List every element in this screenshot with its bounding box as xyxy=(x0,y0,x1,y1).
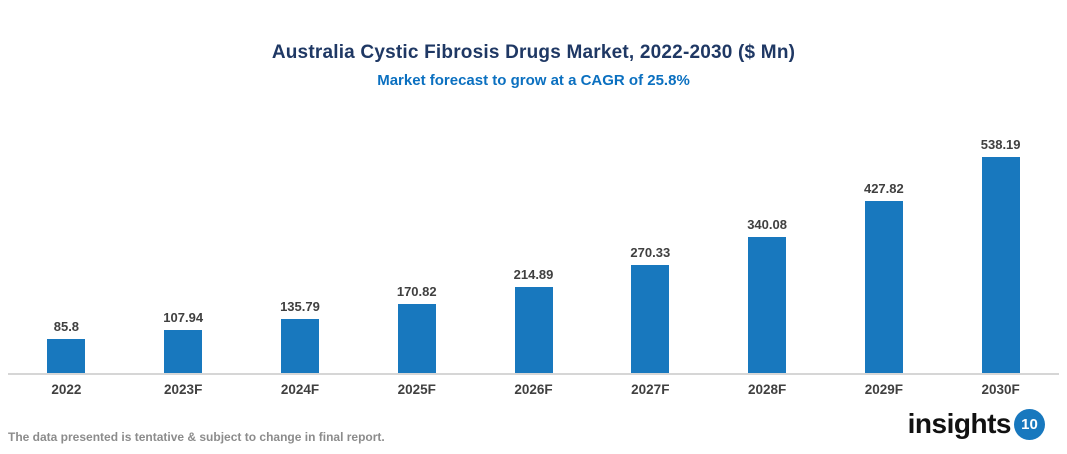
logo-badge-circle: 10 xyxy=(1014,408,1045,440)
bar-value-label: 170.82 xyxy=(396,284,437,300)
x-axis-category-label: 2029F xyxy=(864,382,903,397)
footer-disclaimer: The data presented is tentative & subjec… xyxy=(8,430,385,444)
bar-value-label: 107.94 xyxy=(163,309,204,325)
bar-value-label: 135.79 xyxy=(280,298,320,314)
bar-column: 107.94 2023F xyxy=(125,120,242,397)
x-axis-line xyxy=(8,373,1059,375)
bar xyxy=(47,338,86,373)
bar-column: 427.82 2029F xyxy=(825,120,942,397)
bar-value-label: 85.8 xyxy=(53,318,80,334)
bar-value-label: 270.33 xyxy=(630,244,671,260)
bar xyxy=(864,201,903,373)
bar-chart-plot-area: 85.8 2022 107.94 2023F 135.79 2024F 170.82 2025… xyxy=(8,120,1059,398)
bar xyxy=(748,236,787,373)
bar-value-label: 214.89 xyxy=(513,266,554,282)
logo-text: insights xyxy=(907,408,1012,439)
chart-header: Australia Cystic Fibrosis Drugs Market, … xyxy=(0,42,1067,89)
bar xyxy=(514,286,553,373)
bar-column: 170.82 2025F xyxy=(358,120,475,397)
bar xyxy=(280,318,319,373)
bar-column: 214.89 2026F xyxy=(475,120,592,397)
x-axis-category-label: 2028F xyxy=(747,382,787,397)
x-axis-category-label: 2025F xyxy=(397,382,436,397)
bar xyxy=(397,304,436,373)
bar-column: 85.8 2022 xyxy=(8,120,125,397)
x-axis-category-label: 2026F xyxy=(514,382,553,397)
x-axis-category-label: 2027F xyxy=(631,382,670,397)
x-axis-category-label: 2022 xyxy=(51,382,82,397)
bar-value-label: 427.82 xyxy=(863,181,904,197)
chart-subtitle: Market forecast to grow at a CAGR of 25.… xyxy=(377,72,690,89)
bar-column: 135.79 2024F xyxy=(242,120,359,398)
x-axis-category-label: 2024F xyxy=(280,382,320,397)
bar xyxy=(981,157,1020,373)
bar-column: 270.33 2027F xyxy=(592,120,709,398)
bar-value-label: 340.08 xyxy=(747,216,787,232)
bar xyxy=(631,264,670,373)
chart-title: Australia Cystic Fibrosis Drugs Market, … xyxy=(271,42,796,63)
insights10-logo: insights 10 xyxy=(908,408,1045,440)
bar xyxy=(164,329,203,373)
bar-column: 538.19 2030F xyxy=(942,120,1059,397)
x-axis-category-label: 2023F xyxy=(164,382,203,397)
bar-column: 340.08 2028F xyxy=(709,120,826,398)
bar-value-label: 538.19 xyxy=(980,137,1021,152)
x-axis-category-label: 2030F xyxy=(981,382,1020,397)
